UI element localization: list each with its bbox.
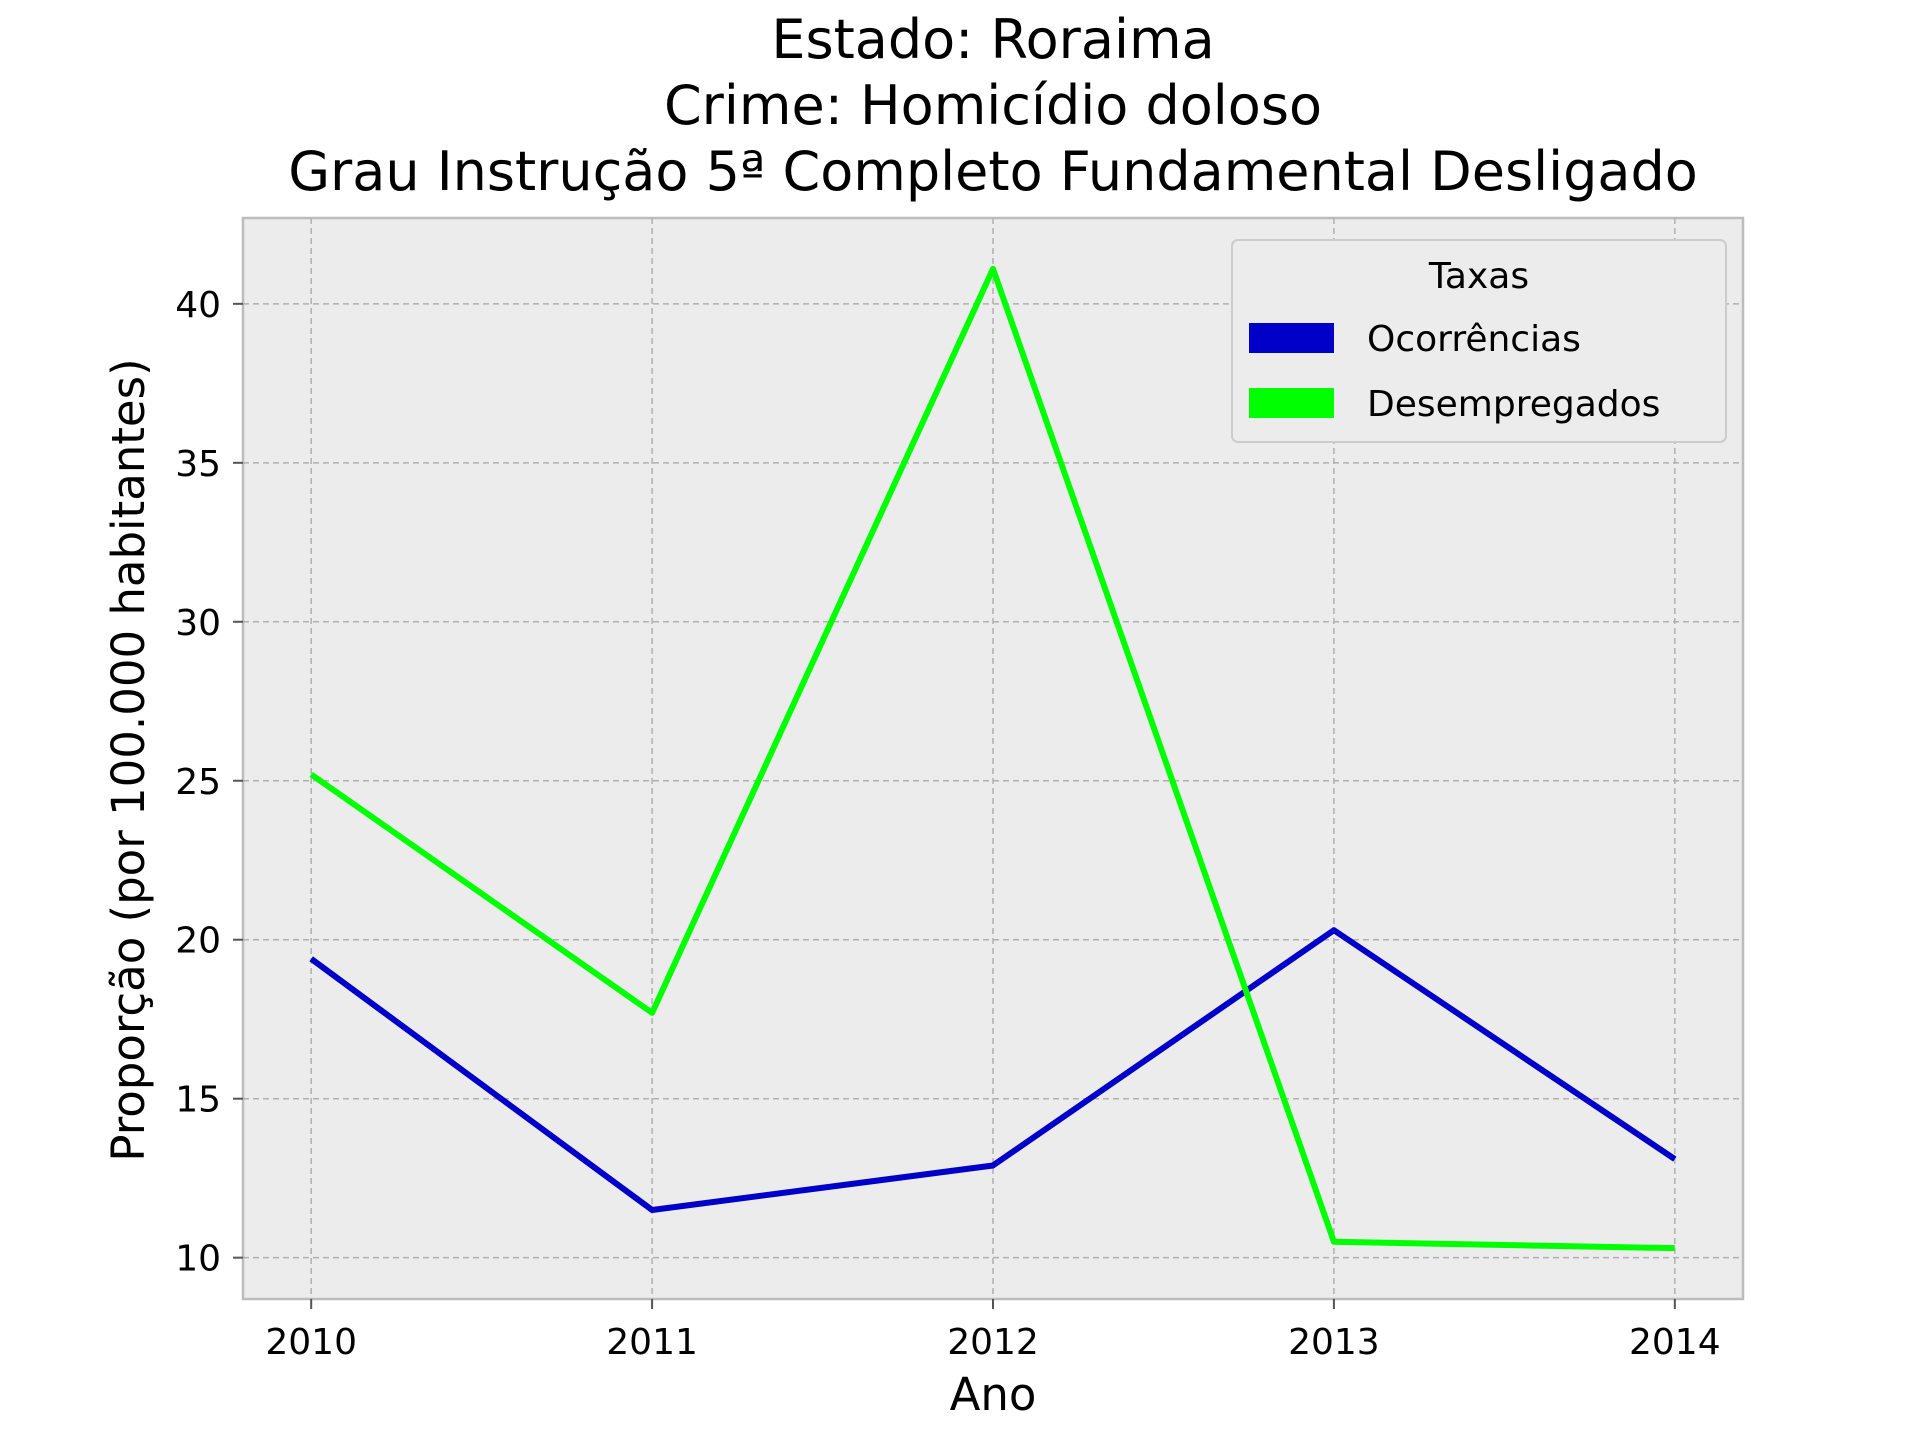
x-tick-label: 2011 <box>606 1322 698 1363</box>
legend-box <box>1231 239 1727 443</box>
y-tick-label: 15 <box>175 1080 221 1121</box>
y-axis-label: Proporção (por 100.000 habitantes) <box>102 358 155 1161</box>
legend-swatch-ocorrencias <box>1249 323 1334 353</box>
x-tick-label: 2012 <box>947 1322 1039 1363</box>
y-tick-label: 25 <box>175 762 221 803</box>
chart-title-line-3: Grau Instrução 5ª Completo Fundamental D… <box>288 140 1698 203</box>
x-tick-label: 2010 <box>265 1322 357 1363</box>
legend-swatch-desempregados <box>1249 388 1334 418</box>
y-tick-label: 40 <box>175 285 221 326</box>
y-tick-label: 10 <box>175 1239 221 1280</box>
y-tick-label: 30 <box>175 603 221 644</box>
legend: Taxas Ocorrências Desempregados <box>1231 239 1727 443</box>
series-lines <box>309 265 1677 1252</box>
grid <box>243 218 1743 1299</box>
chart-title-line-1: Estado: Roraima <box>771 8 1214 71</box>
x-axis-label: Ano <box>950 1368 1037 1421</box>
legend-label-desempregados: Desempregados <box>1367 384 1660 425</box>
legend-title: Taxas <box>1428 256 1529 297</box>
y-tick-label: 35 <box>175 444 221 485</box>
y-tick-label: 20 <box>175 921 221 962</box>
axis-ticks: 2010 2011 2012 2013 2014 10 15 20 25 30 35 40 <box>175 285 1720 1363</box>
legend-label-ocorrencias: Ocorrências <box>1367 319 1581 360</box>
chart-title-line-2: Crime: Homicídio doloso <box>664 74 1322 137</box>
x-tick-label: 2014 <box>1629 1322 1721 1363</box>
x-tick-label: 2013 <box>1288 1322 1380 1363</box>
chart-title: Estado: Roraima Crime: Homicídio doloso … <box>288 8 1698 203</box>
